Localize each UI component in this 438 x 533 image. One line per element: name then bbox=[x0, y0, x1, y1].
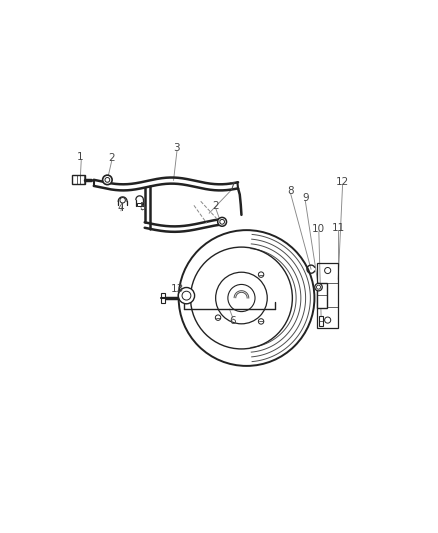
Circle shape bbox=[120, 198, 125, 203]
Text: 10: 10 bbox=[312, 224, 325, 234]
Text: 7: 7 bbox=[228, 182, 235, 192]
Text: 3: 3 bbox=[173, 143, 180, 152]
Circle shape bbox=[218, 217, 226, 226]
Circle shape bbox=[178, 287, 194, 304]
Bar bbox=[317, 263, 338, 328]
Text: 9: 9 bbox=[302, 193, 309, 203]
Bar bbox=[161, 293, 165, 303]
Text: 5: 5 bbox=[139, 203, 146, 212]
Text: 4: 4 bbox=[118, 203, 124, 213]
Text: 13: 13 bbox=[171, 284, 184, 294]
Text: 6: 6 bbox=[230, 316, 236, 326]
Bar bbox=[318, 282, 327, 308]
Text: 8: 8 bbox=[287, 186, 294, 196]
Circle shape bbox=[102, 175, 112, 184]
Bar bbox=[319, 316, 323, 326]
Bar bbox=[137, 203, 142, 206]
Circle shape bbox=[325, 268, 331, 273]
Text: 1: 1 bbox=[77, 152, 84, 162]
Text: 11: 11 bbox=[332, 223, 345, 233]
Text: 2: 2 bbox=[213, 201, 219, 212]
Circle shape bbox=[315, 284, 322, 291]
Text: 12: 12 bbox=[336, 176, 349, 187]
Bar bbox=[72, 175, 85, 184]
Circle shape bbox=[325, 317, 331, 323]
Text: 2: 2 bbox=[109, 153, 115, 163]
